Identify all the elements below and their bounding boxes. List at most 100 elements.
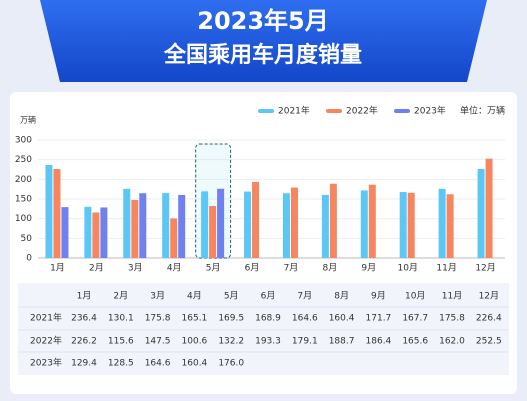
bar [61,207,69,258]
bar [244,191,252,258]
bar [290,187,298,258]
bar [329,183,337,258]
bar [123,188,131,258]
x-tick-label: 11月 [436,263,456,274]
bar [53,169,61,258]
unit-label: 单位：万辆 [460,105,505,117]
legend-swatch [326,109,342,113]
y-tick-label: 150 [15,195,32,205]
bar [217,188,225,258]
bar [84,206,92,258]
x-tick-label: 10月 [397,263,417,274]
x-tick-label: 12月 [475,263,495,274]
table-cell: 129.4 [71,359,97,369]
table-cell: 132.2 [218,337,244,347]
table-header: 7月 [297,291,312,302]
table-cell: 236.4 [71,314,97,324]
bar [438,188,446,258]
x-tick-label: 8月 [323,263,338,274]
legend-label: 2021年 [278,105,310,117]
y-tick-label: 250 [15,155,32,165]
table-cell: 171.7 [366,314,392,324]
legend-label: 2022年 [346,105,378,117]
bar [368,184,376,258]
table-cell: 164.6 [145,359,171,369]
y-tick-label: 100 [15,214,32,224]
x-tick-label: 6月 [245,263,260,274]
table-cell: 160.4 [329,314,355,324]
table-cell: 188.7 [329,337,355,347]
table-row-label: 2021年 [30,312,62,324]
bar [477,168,485,258]
x-tick-label: 7月 [284,263,299,274]
x-tick-label: 3月 [128,263,143,274]
table-cell: 130.1 [108,314,134,324]
table-header: 4月 [187,291,202,302]
table-cell: 176.0 [218,359,244,369]
bar [252,181,260,258]
subtitle: 全国乘用车月度销量 [163,42,362,68]
table-row-label: 2023年 [30,357,62,369]
table-cell: 160.4 [182,359,208,369]
table-cell: 252.5 [476,337,502,347]
table-cell: 175.8 [439,314,465,324]
bar [139,193,147,258]
bar [446,194,454,258]
table-cell: 165.6 [402,337,428,347]
bar [162,193,170,258]
table-header: 8月 [334,291,349,302]
legend-label: 2023年 [414,105,446,117]
title: 2023年5月 [197,7,329,35]
y-axis-label: 万辆 [20,115,36,125]
table-cell: 175.8 [145,314,171,324]
bar [485,158,493,258]
bar [100,207,108,258]
table-row-label: 2022年 [30,335,62,347]
table-header: 5月 [224,291,239,302]
y-tick-label: 50 [21,234,33,244]
bar [131,199,139,258]
table-cell: 169.5 [218,314,244,324]
table-cell: 165.1 [182,314,208,324]
bar [178,194,186,258]
x-tick-label: 1月 [50,263,65,274]
table-cell: 162.0 [439,337,465,347]
bar [282,193,290,258]
table-cell: 167.7 [402,314,428,324]
table-header: 2月 [113,291,128,302]
table-cell: 115.6 [108,337,134,347]
bar [321,194,329,258]
table-cell: 168.9 [255,314,281,324]
header-banner [40,0,487,82]
x-tick-label: 4月 [167,263,182,274]
table-cell: 179.1 [292,337,318,347]
bar [92,212,100,258]
bar [201,191,209,258]
y-tick-label: 200 [15,175,32,185]
table-header: 9月 [371,291,386,302]
table-cell: 164.6 [292,314,318,324]
table-cell: 226.4 [476,314,502,324]
x-tick-label: 5月 [206,263,221,274]
table-cell: 128.5 [108,359,134,369]
table-header: 3月 [150,291,165,302]
table-cell: 186.4 [366,337,392,347]
y-tick-label: 300 [15,136,32,146]
bar [399,192,407,258]
bar [45,165,53,258]
table-header: 12月 [479,291,499,302]
x-tick-label: 2月 [89,263,104,274]
table-header: 6月 [261,291,276,302]
table-cell: 193.3 [255,337,281,347]
table-bg [18,283,509,375]
table-header: 10月 [405,291,425,302]
bar [407,192,415,258]
table-cell: 226.2 [71,337,97,347]
bar [170,218,178,258]
y-tick-label: 0 [26,254,32,264]
table-cell: 147.5 [145,337,171,347]
legend-swatch [394,109,410,113]
table-header: 1月 [77,291,92,302]
bar [360,190,368,258]
